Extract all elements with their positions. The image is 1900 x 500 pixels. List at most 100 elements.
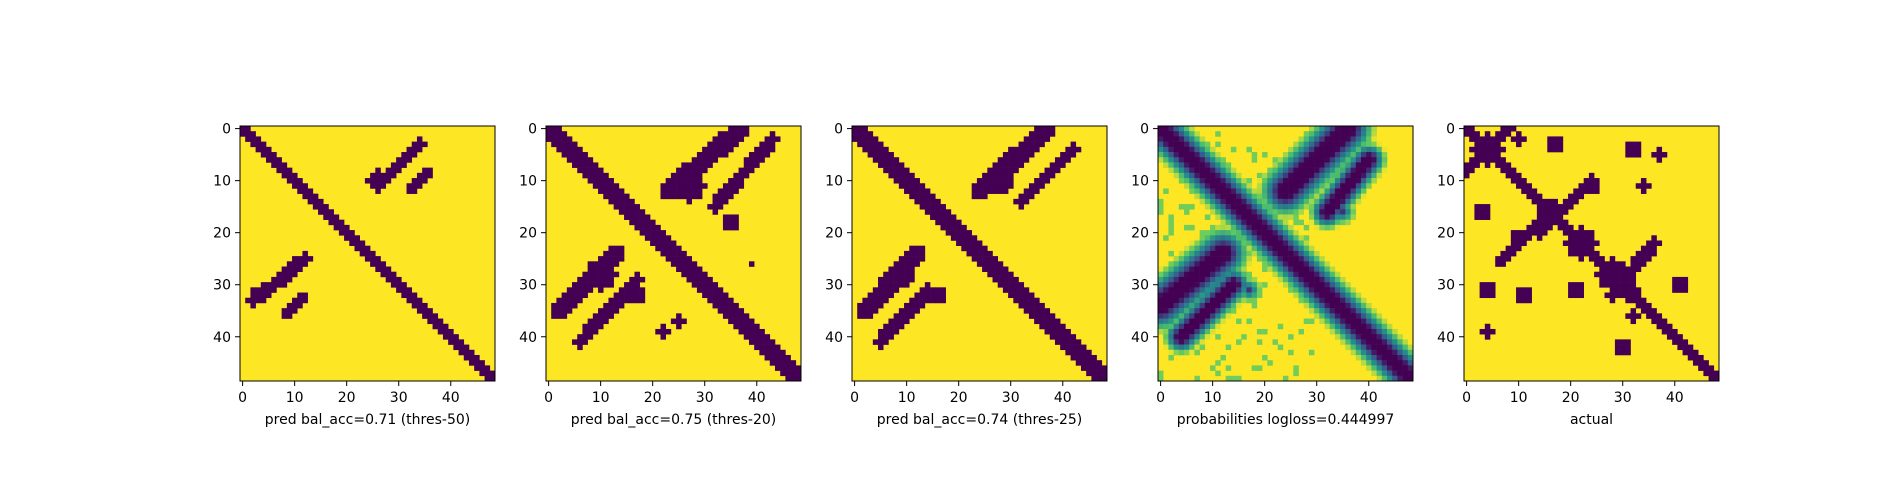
heatmap-cell [1578,240,1584,246]
heatmap-cell [1500,157,1506,163]
heatmap-cell [1282,282,1289,288]
heatmap-cell [862,302,868,309]
heatmap-cell [1028,297,1035,304]
heatmap-cell [250,287,256,293]
heatmap-cell [1168,261,1174,267]
heatmap-cell [1651,318,1657,325]
heatmap-cell [1189,178,1195,184]
heatmap-cell [1163,323,1169,330]
heatmap-cell [696,271,703,278]
heatmap-cell [1407,375,1414,382]
heatmap-cell [1173,313,1180,319]
heatmap-cell [297,178,303,184]
heatmap-cell [1065,334,1071,340]
heatmap-cell [1469,146,1475,153]
heatmap-cell [1163,157,1169,163]
heatmap-cell [1402,344,1409,351]
heatmap-cell [898,308,905,314]
heatmap-cell [266,157,272,163]
heatmap-cell [717,297,724,304]
heatmap-cell [759,344,765,351]
heatmap-cell [774,136,781,142]
heatmap-cell [474,354,480,361]
heatmap-cell [919,204,926,210]
heatmap-cell [997,172,1004,179]
xtick-label-30: 30 [696,390,714,406]
heatmap-cell [1215,360,1221,366]
heatmap-cell [1288,157,1294,163]
heatmap-cell [1672,282,1678,288]
ytick-label-40: 40 [825,330,843,346]
heatmap-cell [1189,245,1195,252]
heatmap-cell [665,250,672,257]
heatmap-cell [898,261,905,267]
heatmap-cell [1630,146,1637,153]
heatmap-cell [1547,204,1553,210]
heatmap-cell [1184,250,1190,257]
heatmap-cell [1314,188,1320,194]
heatmap-cell [1303,240,1310,246]
heatmap-cell [1376,334,1383,340]
heatmap-cell [665,235,672,241]
heatmap-cell [976,250,983,257]
heatmap-cell [1251,250,1258,257]
heatmap-cell [375,183,381,189]
heatmap-cell [582,339,588,345]
heatmap-cell [956,230,962,236]
heatmap-cell [733,131,739,137]
heatmap-cell [1366,365,1372,371]
heatmap-cell [592,183,599,189]
heatmap-cell [660,188,666,194]
heatmap-cell [1267,172,1273,179]
heatmap-cell [1184,146,1190,153]
heatmap-cell [1225,178,1232,184]
heatmap-cell [1013,167,1019,174]
heatmap-cell [1319,214,1325,220]
heatmap-cell [1070,339,1077,345]
heatmap-cell [1028,302,1035,309]
heatmap-cell [1319,209,1325,215]
heatmap-cell [1158,302,1164,309]
heatmap-cell [1225,302,1232,309]
heatmap-cell [702,282,708,288]
heatmap-cell [1484,287,1491,293]
heatmap-cell [390,162,397,168]
heatmap-cell [1324,157,1331,163]
heatmap-cell [484,370,491,377]
heatmap-cell [1516,240,1522,246]
heatmap-cell [1661,318,1668,325]
heatmap-cell [1366,354,1372,361]
heatmap-cell [1651,245,1657,252]
heatmap-cell [1392,344,1398,351]
heatmap-cell [572,287,578,293]
heatmap-cell [759,146,765,153]
heatmap-cell [1578,250,1584,257]
heatmap-cell [1184,349,1190,356]
heatmap-cell [1210,157,1216,163]
heatmap-cell [1204,193,1211,200]
heatmap-cell [1225,313,1232,319]
heatmap-cell [893,287,900,293]
heatmap-cell [1640,261,1647,267]
heatmap-cell [1314,178,1320,184]
heatmap-cell [1350,204,1357,210]
heatmap-cell [862,308,868,314]
heatmap-cell [1521,297,1527,304]
heatmap-cell [1194,344,1200,351]
heatmap-cell [1371,360,1377,366]
heatmap-cell [1184,287,1190,293]
heatmap-cell [1630,287,1637,293]
heatmap-cell [1054,162,1061,168]
heatmap-cell [1262,152,1268,158]
heatmap-cell [769,354,776,361]
heatmap-cell [1376,152,1383,158]
heatmap-cell [1345,308,1351,314]
heatmap-cell [1340,152,1346,158]
heatmap-cell [1340,172,1346,179]
heatmap-cell [738,136,745,142]
heatmap-cell [1251,152,1258,158]
heatmap-cell [1516,292,1522,299]
heatmap-cell [712,287,719,293]
heatmap-cell [1386,328,1393,335]
heatmap-cell [1194,183,1200,189]
